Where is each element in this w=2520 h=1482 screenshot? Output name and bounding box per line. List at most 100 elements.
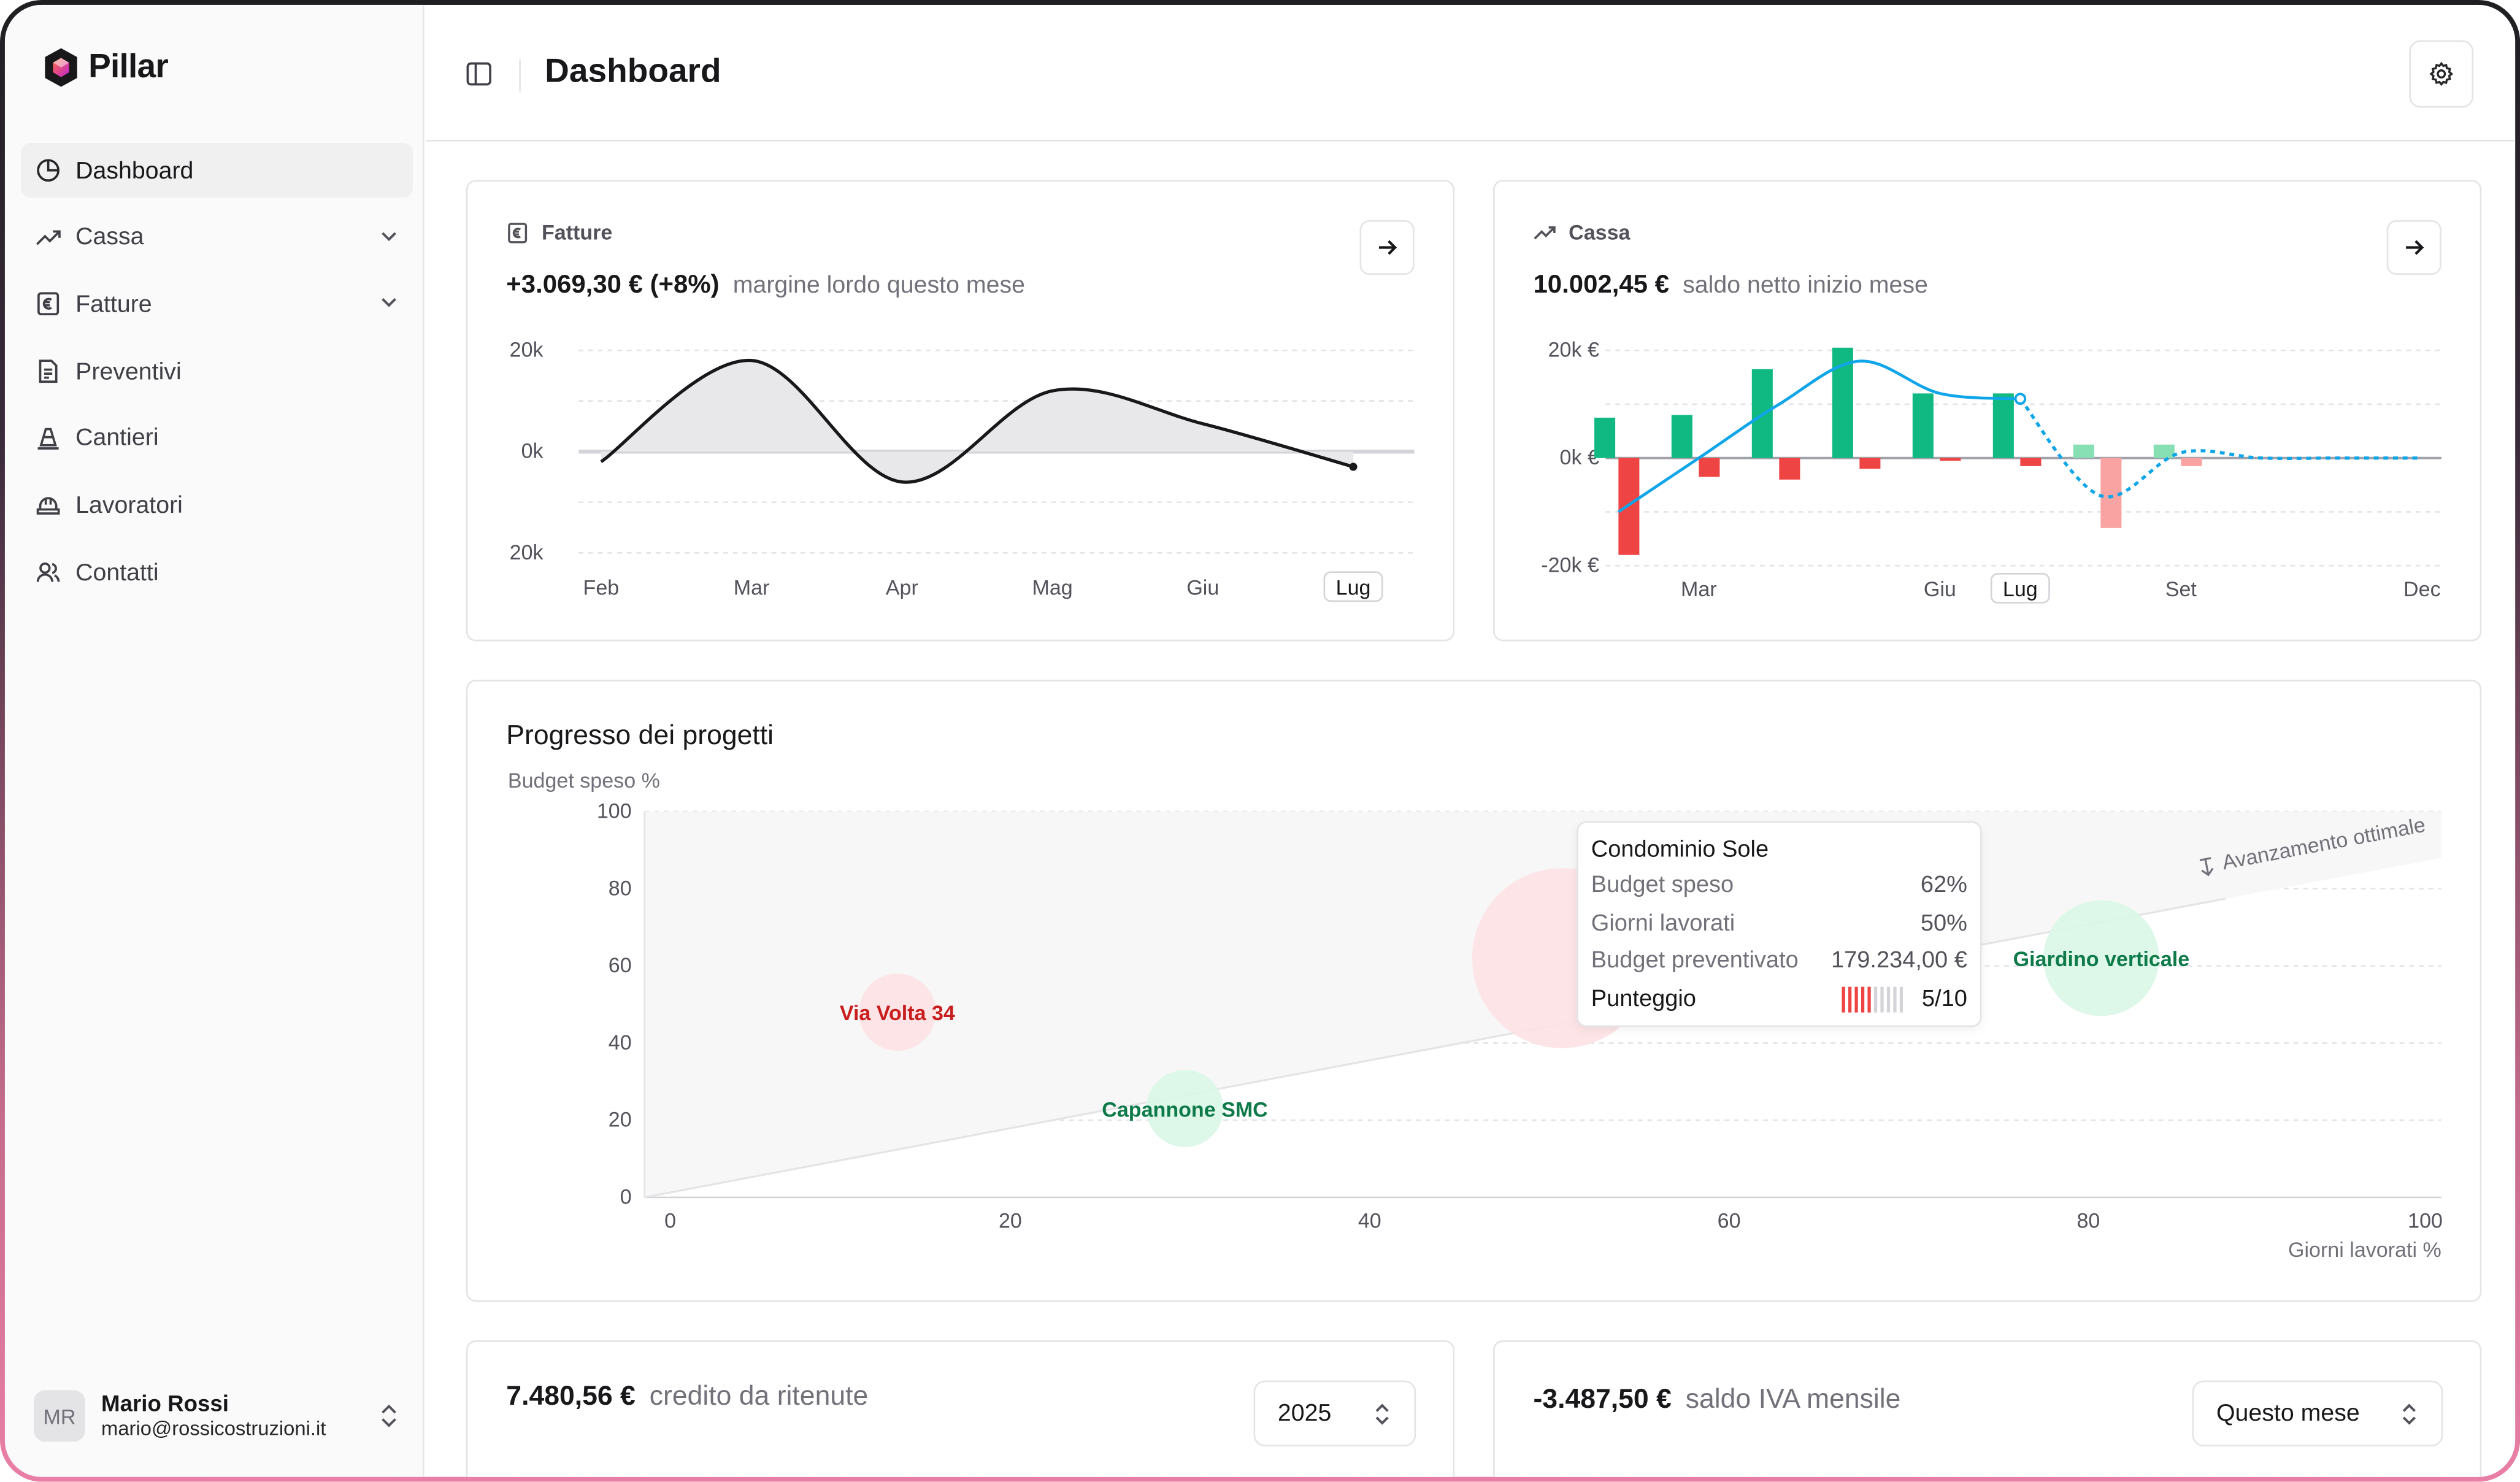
card-title: Fatture [506,220,612,244]
score-segment [1873,987,1877,1013]
tooltip-row-label: Giorni lavorati [1591,910,1735,937]
open-cassa-button[interactable] [2386,220,2441,275]
user-name: Mario Rossi [101,1390,229,1416]
open-fatture-button[interactable] [1359,220,1415,275]
y-tick-label: 0k [521,440,544,463]
sidebar-item-preventivi[interactable]: Preventivi [21,344,413,399]
sidebar-item-dashboard[interactable]: Dashboard [21,143,413,198]
bar-income [1992,393,2014,458]
score-meter [1841,987,1903,1013]
period-select-value: Questo mese [2216,1400,2360,1427]
sidebar-item-label: Contatti [75,558,159,586]
document-icon [34,357,63,386]
trending-up-icon [1534,225,1556,239]
score-segment [1886,987,1890,1013]
cassa-title: Cassa [1569,220,1631,245]
chevron-down-icon[interactable] [378,225,401,247]
cassa-chart: 20k € 0k € -20k € Mar Giu Lug Set Dec [1541,339,2441,604]
tooltip-row: Giorni lavorati 50% [1591,905,1967,943]
score-segment [1892,987,1896,1013]
sidebar-item-cantieri[interactable]: Cantieri [21,411,413,466]
year-select[interactable]: 2025 [1253,1380,1416,1446]
chevrons-up-down-icon[interactable] [378,1402,401,1430]
tooltip-score-row: Punteggio 5/10 [1591,981,1967,1019]
tooltip-row-value: 50% [1920,910,1967,937]
bar-income [2073,444,2094,458]
chevrons-up-down-icon [1375,1403,1389,1425]
cassa-value: 10.002,45 € [1533,271,1669,299]
y-tick-label: 0k € [1560,446,1599,469]
fatture-value: +3.069,30 € (+8%) [506,271,720,299]
sidebar-item-label: Fatture [75,290,152,318]
ritenute-card: 7.480,56 € credito da ritenute 2025 [466,1340,1455,1477]
sidebar-nav: Dashboard Cassa Fatture Preve [21,143,413,612]
sidebar-item-lavoratori[interactable]: Lavoratori [21,478,413,532]
tooltip-row-value: 179.234,00 € [1831,948,1967,974]
x-tick-label: Mar [734,576,770,599]
x-tick-label: Lug [2003,578,2038,601]
bar-expense [2020,458,2042,466]
page-title: Dashboard [545,53,721,90]
hard-hat-icon [34,491,63,520]
year-select-value: 2025 [1277,1400,1332,1427]
x-tick-label: Apr [886,576,918,599]
score-segment [1848,987,1851,1013]
tooltip-title: Condominio Sole [1591,837,1769,863]
euro-receipt-icon [508,221,528,243]
iva-subtitle: saldo IVA mensile [1685,1383,1901,1415]
user-menu[interactable]: MR Mario Rossi mario@rossicostruzioni.it [34,1387,407,1445]
score-segment [1867,987,1871,1013]
arrow-right-icon [2406,240,2424,255]
bar-expense [2181,458,2202,466]
sidebar: Pillar Dashboard Cassa Fatture [4,4,424,1477]
chevrons-up-down-icon [2402,1403,2416,1425]
tooltip-row-label: Budget speso [1591,872,1734,899]
x-tick-highlight [1990,573,2050,604]
x-tick-highlight [1323,571,1383,602]
tooltip-row: Budget preventivato 179.234,00 € [1591,943,1967,981]
x-tick-label: Lug [1336,576,1371,599]
divider [519,59,521,92]
sidebar-item-fatture[interactable]: Fatture [21,277,413,332]
score-segment [1854,987,1858,1013]
sidebar-item-label: Cantieri [75,424,159,452]
project-tooltip: Condominio Sole Budget speso 62% Giorni … [1577,821,1982,1027]
fatture-subtitle: margine lordo questo mese [732,271,1025,299]
x-tick-label: Mar [1681,578,1717,601]
area-fill [601,360,1354,483]
fatture-title: Fatture [541,220,613,245]
bar-expense [1859,458,1881,469]
pillar-logo-icon [45,48,77,87]
iva-value: -3.487,50 € [1533,1383,1672,1415]
pie-chart-icon [34,156,63,185]
user-email: mario@rossicostruzioni.it [101,1417,326,1440]
cassa-card: Cassa 10.002,45 € saldo netto inizio mes… [1492,180,2482,642]
sidebar-item-cassa[interactable]: Cassa [21,210,413,264]
x-tick-label: Set [2165,578,2197,601]
chevron-down-icon[interactable] [378,291,401,314]
data-point [1349,463,1358,471]
period-select[interactable]: Questo mese [2192,1380,2443,1446]
sidebar-toggle-icon[interactable] [464,60,493,88]
arrow-right-icon [1378,240,1397,255]
cassa-subtitle: saldo netto inizio mese [1683,271,1928,299]
score-segment [1861,987,1864,1013]
score-segment [1899,987,1903,1013]
y-tick-label: -20k € [1541,554,1599,577]
ritenute-value: 7.480,56 € [506,1380,636,1411]
progetti-card: Progresso dei progetti [466,680,2482,1302]
sidebar-item-contatti[interactable]: Contatti [21,545,413,600]
balance-line [1618,359,2021,513]
data-point [2014,393,2027,405]
x-tick-label: Mag [1032,576,1072,599]
iva-headline: -3.487,50 € saldo IVA mensile [1533,1384,1900,1416]
y-tick-label: 20k [510,541,544,564]
bar-income [1912,393,1934,458]
cassa-headline: 10.002,45 € saldo netto inizio mese [1533,272,1927,301]
sidebar-item-label: Dashboard [75,156,194,184]
card-title: Cassa [1533,220,1630,244]
fatture-card: Fatture +3.069,30 € (+8%) margine lordo … [466,180,1455,642]
settings-button[interactable] [2409,40,2474,108]
logo[interactable]: Pillar [44,47,169,88]
